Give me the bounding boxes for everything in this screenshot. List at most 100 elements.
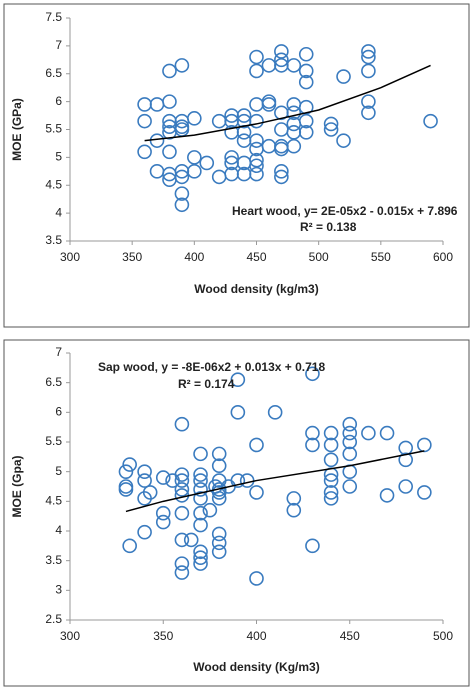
data-point [162,94,177,109]
chart-border [3,339,470,687]
data-point [261,94,277,109]
x-tick-label: 450 [246,250,266,264]
data-point [286,124,302,140]
y-tick-label: 7.5 [45,10,62,24]
y-tick-label: 3 [55,583,62,597]
data-point [142,485,158,500]
data-point [274,164,289,179]
y-tick-label: 5.5 [45,122,62,136]
data-point [323,452,339,468]
data-point [230,473,246,488]
data-point [323,437,339,453]
data-point [249,133,264,148]
data-point [286,502,302,518]
data-point [174,556,190,571]
data-point [199,155,215,171]
data-point [211,458,227,474]
data-point [155,470,171,485]
data-point [249,437,264,453]
data-point [211,491,227,506]
data-point [305,366,320,382]
data-point [137,464,152,479]
data-point [230,372,246,388]
data-point [193,556,208,571]
data-point [187,150,202,165]
data-point [174,122,190,137]
data-point [211,544,227,560]
data-point [249,152,264,168]
data-point [261,58,277,73]
y-axis-label: MOE (GPa) [10,98,24,161]
data-point [118,464,134,479]
chart-border [3,3,470,328]
data-point [137,113,152,129]
data-point [323,485,339,500]
x-tick-label: 500 [309,250,329,264]
data-point [249,158,264,174]
y-tick-label: 6 [55,405,62,419]
data-point [298,46,314,62]
data-point [174,169,190,185]
data-point [174,416,190,432]
data-point [211,446,227,462]
data-point [361,63,376,79]
data-point [211,526,227,542]
data-point [193,482,208,497]
data-point [187,164,202,179]
data-point [298,74,314,90]
y-tick-label: 5 [55,150,62,164]
x-tick-label: 500 [433,629,453,643]
data-point [267,405,283,420]
data-point [155,505,171,521]
x-tick-label: 450 [340,629,360,643]
data-point [298,63,314,79]
data-point [249,49,264,65]
data-point [342,446,358,462]
data-point [336,69,351,84]
data-point [361,49,376,65]
data-point [305,425,320,441]
data-point [274,122,289,137]
data-point [274,52,289,68]
data-point [236,108,252,123]
data-point [174,58,190,73]
data-point [342,479,358,494]
x-axis-label: Wood density (Kg/m3) [193,660,319,674]
data-point [298,99,314,115]
data-point [417,485,432,500]
y-tick-label: 5 [55,464,62,478]
data-point [361,425,376,441]
data-point [342,425,358,441]
data-point [211,169,227,185]
data-point [174,532,190,548]
x-tick-label: 350 [153,629,173,643]
x-tick-label: 400 [184,250,204,264]
data-point [249,166,264,182]
y-tick-label: 4 [55,205,62,219]
y-tick-label: 6.5 [45,375,62,389]
data-point [202,502,218,518]
data-point [423,113,438,129]
data-point [361,94,376,109]
data-point [239,473,255,488]
data-point [187,111,202,126]
data-point [274,141,289,157]
data-point [149,133,165,148]
data-point [193,473,208,488]
data-point [261,97,277,112]
data-point [137,473,152,488]
data-point [174,473,190,488]
data-point [249,485,264,500]
data-point [193,491,208,506]
data-point [305,538,320,554]
y-tick-label: 3.5 [45,553,62,567]
y-tick-label: 7 [55,38,62,52]
data-point [286,58,302,73]
data-point [286,491,302,506]
data-point [323,491,339,506]
data-point [118,479,134,494]
data-point [183,532,199,548]
data-point [162,144,177,160]
data-point [398,452,414,468]
